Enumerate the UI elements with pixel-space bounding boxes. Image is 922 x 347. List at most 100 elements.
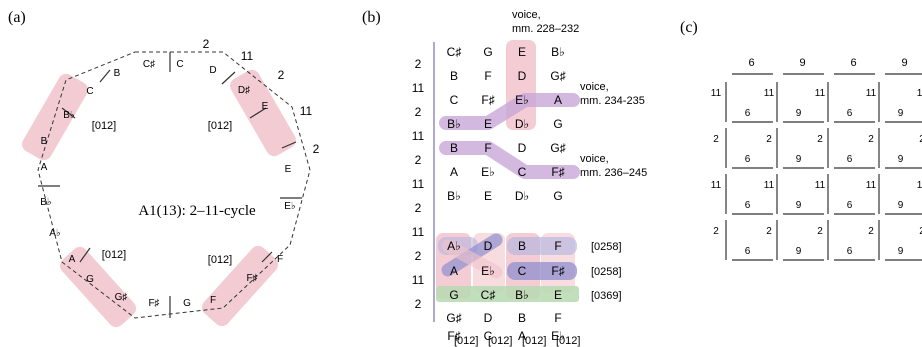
row-side-label: 11 — [711, 88, 722, 99]
cell-right-label: 11 — [764, 180, 775, 191]
cell-bottom-label: 6 — [745, 108, 751, 119]
panel-c: (c) 6 9 6 9 11 11 6 11 9 11 6 11 9 2 2 6 2 9 2 6 2 9 11 11 6 11 9 1… — [680, 19, 922, 261]
cell-right-label: 11 — [866, 88, 877, 99]
set-label: [0369] — [591, 290, 622, 302]
note: G — [86, 274, 94, 285]
grid-note: G — [483, 45, 492, 59]
grid-note: B — [518, 311, 526, 325]
trichord-highlight-eflat — [230, 69, 296, 157]
grid-note: B♭ — [515, 288, 529, 302]
cell-right-label: 2 — [817, 134, 823, 145]
grid-note: A — [518, 329, 526, 343]
grid-note: G — [449, 288, 458, 302]
grid-note: F — [484, 141, 491, 155]
note: E♭ — [284, 201, 295, 212]
grid-note: B — [450, 141, 458, 155]
grid-note: E♭ — [551, 329, 565, 343]
cell-right-label: 11 — [815, 180, 826, 191]
grid-note: B♭ — [447, 117, 461, 131]
grid-note: E♭ — [481, 165, 495, 179]
grid-note: C — [484, 329, 493, 343]
note: E — [262, 101, 269, 112]
interval-label: 11 — [412, 81, 425, 95]
grid-note: C — [450, 93, 459, 107]
grid-note: G♯ — [550, 141, 565, 155]
note: G — [183, 298, 191, 309]
grid-note: A — [450, 264, 458, 278]
note: B♭ — [63, 110, 74, 121]
grid-note: A♭ — [447, 239, 461, 253]
set-label: [0258] — [591, 266, 622, 278]
cell-bottom-label: 6 — [745, 154, 751, 165]
cell-bottom-label: 6 — [847, 246, 853, 257]
note: C♯ — [143, 59, 155, 70]
interval-label: 11 — [412, 129, 425, 143]
note: A — [41, 162, 48, 173]
cell-right-label: 2 — [919, 134, 922, 145]
note: F — [210, 295, 216, 306]
cell-right-label: 11 — [917, 88, 922, 99]
grid-note: D♭ — [515, 189, 529, 203]
note: C — [176, 59, 183, 70]
grid-note: F — [554, 239, 561, 253]
panel-b-label: (b) — [362, 9, 381, 26]
interval-label: 11 — [412, 273, 425, 287]
cell-right-label: 2 — [766, 226, 772, 237]
cell-bottom-label: 9 — [796, 154, 802, 165]
grid-note: E — [484, 117, 492, 131]
note: A♭ — [49, 228, 60, 239]
column-set-label: [012] — [454, 335, 478, 347]
edge-interval-label: 2 — [278, 68, 285, 82]
interval-label: 2 — [415, 57, 422, 71]
cell-bottom-label: 9 — [898, 154, 904, 165]
cell-bottom-label: 9 — [898, 108, 904, 119]
grid-note: G — [553, 117, 562, 131]
grid-note: G — [553, 189, 562, 203]
voice-label-line1: voice, — [580, 81, 609, 93]
cell-bottom-label: 9 — [898, 246, 904, 257]
edge-interval-label: 2 — [203, 37, 210, 51]
note: B — [41, 136, 48, 147]
grid-note: D — [518, 141, 527, 155]
grid-note: G♯ — [446, 311, 461, 325]
grid-note: E♭ — [481, 264, 495, 278]
interval-label: 11 — [412, 177, 425, 191]
grid-note: B — [450, 69, 458, 83]
note: E — [285, 164, 292, 175]
trichord-label: [012] — [208, 120, 232, 132]
grid-note: C♯ — [481, 288, 496, 302]
note: B — [114, 68, 121, 79]
panel-a-label: (a) — [8, 9, 26, 26]
panel-b: (b) 2 11 2 11 2 11 2 11 2 11 — [362, 9, 647, 343]
grid-note: E — [554, 288, 562, 302]
edge-interval-label: 2 — [313, 142, 320, 156]
interval-label: 2 — [415, 249, 422, 263]
note: F — [277, 254, 283, 265]
row-side-label: 2 — [713, 134, 719, 145]
grid-note: D — [518, 69, 527, 83]
cycle-title: A1(13): 2–11-cycle — [138, 203, 256, 219]
voice-label-line1: voice, — [580, 153, 609, 165]
grid-note: E — [484, 189, 492, 203]
grid-note: F♯ — [481, 93, 494, 107]
grid-note: C — [518, 165, 527, 179]
cell-bottom-label: 9 — [796, 246, 802, 257]
top-interval-label: 9 — [901, 57, 907, 69]
grid-note: C — [518, 264, 527, 278]
panel-c-label: (c) — [680, 19, 698, 36]
column-set-label: [012] — [556, 335, 580, 347]
set-highlight-green — [436, 286, 579, 302]
cell-bottom-label: 9 — [796, 200, 802, 211]
set-highlight-blue-right — [507, 237, 577, 255]
cell-right-label: 11 — [866, 180, 877, 191]
cell-right-label: 11 — [815, 88, 826, 99]
top-interval-label: 9 — [799, 57, 805, 69]
cell-bottom-label: 6 — [847, 154, 853, 165]
cell-bottom-label: 6 — [847, 200, 853, 211]
cell-right-label: 2 — [868, 134, 874, 145]
trichord-label: [012] — [102, 249, 126, 261]
voice-label-line2: mm. 228–232 — [512, 23, 579, 35]
grid-note: E♭ — [515, 93, 529, 107]
cell-right-label: 2 — [868, 226, 874, 237]
panel-a: (a) C D D♯ E — [8, 9, 320, 328]
